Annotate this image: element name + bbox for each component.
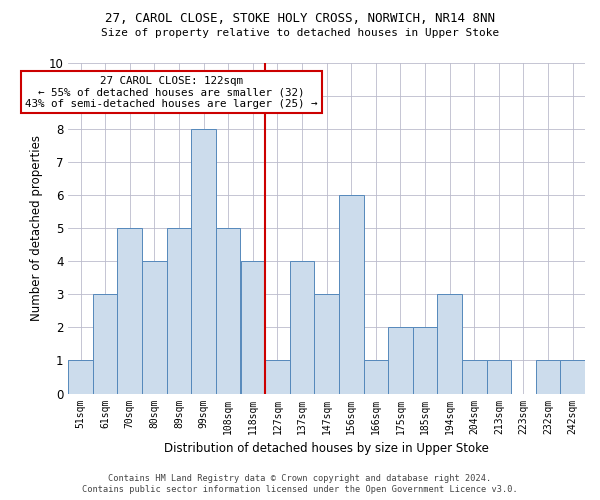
Bar — [462, 360, 487, 394]
Bar — [437, 294, 462, 394]
Bar — [167, 228, 191, 394]
Bar — [560, 360, 585, 394]
Text: 27 CAROL CLOSE: 122sqm
← 55% of detached houses are smaller (32)
43% of semi-det: 27 CAROL CLOSE: 122sqm ← 55% of detached… — [25, 76, 318, 109]
Bar — [142, 261, 167, 394]
Bar — [93, 294, 118, 394]
Bar — [265, 360, 290, 394]
Text: Size of property relative to detached houses in Upper Stoke: Size of property relative to detached ho… — [101, 28, 499, 38]
Bar — [339, 195, 364, 394]
Bar — [191, 128, 216, 394]
Bar — [487, 360, 511, 394]
Bar — [364, 360, 388, 394]
Bar — [68, 360, 93, 394]
Bar — [118, 228, 142, 394]
Bar — [413, 328, 437, 394]
Bar — [216, 228, 241, 394]
Y-axis label: Number of detached properties: Number of detached properties — [30, 135, 43, 321]
Text: Contains HM Land Registry data © Crown copyright and database right 2024.
Contai: Contains HM Land Registry data © Crown c… — [82, 474, 518, 494]
Bar — [314, 294, 339, 394]
Bar — [290, 261, 314, 394]
X-axis label: Distribution of detached houses by size in Upper Stoke: Distribution of detached houses by size … — [164, 442, 489, 455]
Bar — [241, 261, 265, 394]
Text: 27, CAROL CLOSE, STOKE HOLY CROSS, NORWICH, NR14 8NN: 27, CAROL CLOSE, STOKE HOLY CROSS, NORWI… — [105, 12, 495, 26]
Bar — [536, 360, 560, 394]
Bar — [388, 328, 413, 394]
